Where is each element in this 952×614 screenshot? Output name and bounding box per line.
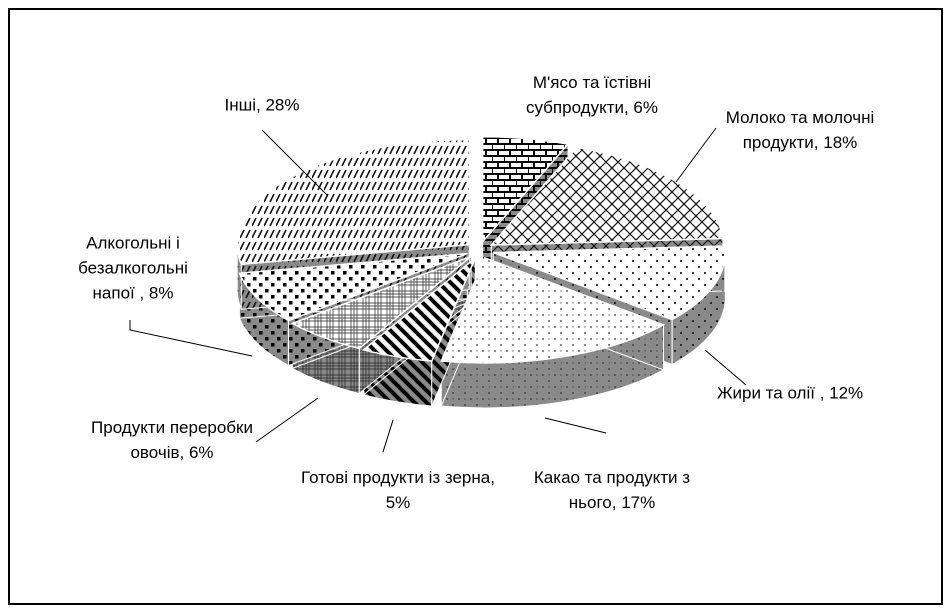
data-label: Алкогольні і безалкогольні напої , 8% <box>78 233 188 303</box>
leader-line <box>544 417 607 434</box>
slice <box>290 255 472 350</box>
data-label: М'ясо та їстівні субпродукти, 6% <box>525 73 658 117</box>
tops <box>236 135 727 364</box>
leader-line <box>704 349 747 386</box>
slice <box>236 138 470 266</box>
slice <box>481 135 570 244</box>
leader-line <box>255 397 319 443</box>
slice <box>238 252 468 322</box>
leader-line <box>261 129 329 197</box>
data-label: Какао та продукти з нього, 17% <box>533 468 691 512</box>
data-label: Готові продукти із зерна, 5% <box>301 468 495 512</box>
slice <box>489 146 724 246</box>
data-label: Продукти переробки овочів, 6% <box>91 418 253 462</box>
slice <box>493 245 727 321</box>
slice <box>361 257 476 362</box>
data-label: Молоко та молочні продукти, 18% <box>725 108 875 152</box>
data-label: Інші, 28% <box>224 95 300 115</box>
leader-line <box>382 419 394 453</box>
leader-line <box>129 320 253 357</box>
slice <box>440 256 666 364</box>
leader-line <box>675 127 717 183</box>
chart-frame <box>8 8 943 605</box>
data-label: Жири та олії , 12% <box>716 383 864 403</box>
